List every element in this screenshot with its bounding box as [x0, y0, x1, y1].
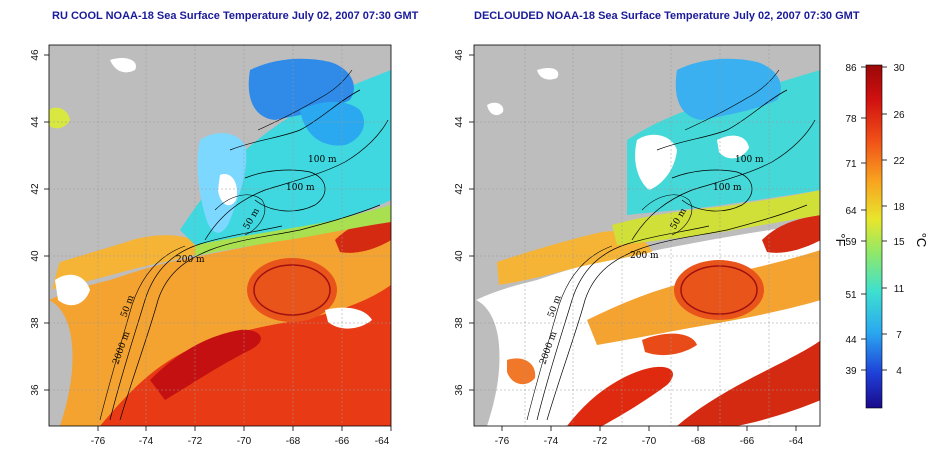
x-tick-label: -72 [188, 436, 203, 447]
right-map-panel: 100 m 100 m 50 m 200 m 50 m 2000 m [473, 44, 821, 427]
x-tick-label: -70 [642, 436, 657, 447]
right-front [612, 190, 820, 245]
right-y-axis: 36 38 40 42 44 46 [454, 49, 474, 396]
celsius-tick: 26 [893, 110, 905, 121]
celsius-tick: 22 [893, 156, 905, 167]
y-tick-label: 46 [30, 49, 41, 61]
celsius-tick: 11 [894, 284, 905, 295]
x-tick-label: -74 [139, 436, 154, 447]
x-tick-label: -68 [691, 436, 706, 447]
right-contour-label: 100 m [713, 183, 742, 193]
x-tick-label: -68 [286, 436, 301, 447]
celsius-tick: 30 [893, 63, 905, 74]
left-contour-label: 100 m [308, 155, 337, 165]
x-tick-label: -76 [495, 436, 510, 447]
fahrenheit-tick: 78 [845, 114, 857, 125]
left-gulf-stream-core [150, 329, 261, 400]
left-map-panel: 100 m 100 m 50 m 200 m 50 m 2000 m [48, 44, 392, 427]
celsius-tick: 18 [893, 202, 905, 213]
fahrenheit-tick: 71 [845, 159, 857, 170]
x-tick-label: -76 [91, 436, 106, 447]
fahrenheit-tick: 51 [845, 290, 857, 301]
y-tick-label: 42 [454, 183, 465, 195]
y-tick-label: 36 [454, 384, 465, 396]
right-contour-label: 200 m [630, 251, 659, 261]
right-ne-eddy [762, 215, 820, 253]
x-tick-label: -64 [375, 436, 390, 447]
celsius-tick: 4 [896, 366, 902, 377]
x-tick-label: -64 [789, 436, 804, 447]
right-gulf-stream [567, 366, 673, 426]
fahrenheit-label: °F [833, 233, 848, 246]
x-tick-label: -72 [593, 436, 608, 447]
left-cold-patch [300, 101, 365, 146]
right-panel-title: DECLOUDED NOAA-18 Sea Surface Temperatur… [474, 10, 860, 22]
right-georges-bank-cold [675, 58, 781, 120]
x-tick-label: -66 [740, 436, 755, 447]
y-tick-label: 38 [454, 317, 465, 329]
y-tick-label: 40 [454, 250, 465, 262]
left-contour-label: 200 m [176, 255, 205, 265]
colorbar-gradient [865, 64, 883, 409]
right-warm-eddy [674, 260, 764, 320]
right-x-axis: -76 -74 -72 -70 -68 -66 -64 [495, 426, 804, 447]
right-contour-label: 100 m [735, 155, 764, 165]
celsius-label: °C [914, 233, 929, 248]
y-tick-label: 38 [30, 317, 41, 329]
x-tick-label: -66 [335, 436, 350, 447]
fahrenheit-tick: 64 [845, 206, 857, 217]
right-map-frame [473, 44, 821, 427]
left-contour-label: 100 m [286, 183, 315, 193]
y-tick-label: 42 [30, 183, 41, 195]
y-tick-label: 40 [30, 250, 41, 262]
fahrenheit-tick: 86 [845, 63, 857, 74]
fahrenheit-tick: 39 [845, 366, 857, 377]
fahrenheit-tick: 59 [845, 237, 857, 248]
left-panel-title: RU COOL NOAA-18 Sea Surface Temperature … [52, 10, 419, 22]
celsius-tick: 7 [896, 330, 902, 341]
left-x-axis: -76 -74 -72 -70 -68 -66 -64 [91, 426, 392, 447]
y-tick-label: 46 [454, 49, 465, 61]
fahrenheit-tick: 44 [845, 335, 857, 346]
right-land-mass [476, 45, 677, 300]
right-shelf-water [497, 231, 652, 285]
left-cloud-patch [55, 274, 90, 306]
left-land-mass [49, 45, 250, 300]
y-tick-label: 36 [30, 384, 41, 396]
left-map-frame [48, 44, 392, 427]
left-ne-eddy [335, 215, 391, 253]
temperature-colorbar: 86 78 71 64 59 51 44 39 30 26 22 18 15 1… [833, 63, 929, 409]
y-tick-label: 44 [30, 116, 41, 128]
x-tick-label: -70 [237, 436, 252, 447]
y-tick-label: 44 [454, 116, 465, 128]
x-tick-label: -74 [544, 436, 559, 447]
left-warm-eddy [247, 258, 337, 322]
celsius-tick: 15 [893, 237, 905, 248]
left-y-axis: 36 38 40 42 44 46 [30, 49, 49, 396]
